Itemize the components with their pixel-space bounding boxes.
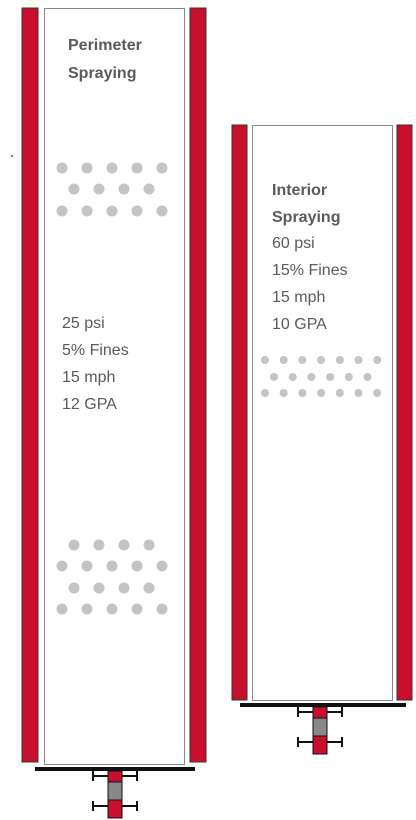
droplet xyxy=(298,389,306,397)
panel-title: Perimeter xyxy=(68,37,142,54)
droplet xyxy=(132,561,143,572)
boom-bar xyxy=(190,8,206,762)
droplet xyxy=(119,184,130,195)
panel-title: Spraying xyxy=(272,209,340,226)
droplet xyxy=(326,373,334,381)
droplet xyxy=(157,561,168,572)
spec: 15% Fines xyxy=(272,262,348,279)
droplet xyxy=(107,561,118,572)
droplet xyxy=(132,206,143,217)
droplet xyxy=(132,163,143,174)
droplet xyxy=(82,604,93,615)
spec: 25 psi xyxy=(62,315,105,332)
spec: 12 GPA xyxy=(62,396,117,413)
droplet xyxy=(144,184,155,195)
droplet xyxy=(107,206,118,217)
droplet xyxy=(94,184,105,195)
droplet xyxy=(82,561,93,572)
droplet xyxy=(261,356,269,364)
droplet xyxy=(280,389,288,397)
droplet xyxy=(69,540,80,551)
droplet xyxy=(57,604,68,615)
panel-title: Interior xyxy=(272,182,327,199)
droplet xyxy=(373,356,381,364)
droplet xyxy=(82,206,93,217)
spec: 10 GPA xyxy=(272,316,327,333)
tractor xyxy=(93,771,137,818)
droplet xyxy=(94,583,105,594)
droplet xyxy=(336,356,344,364)
droplet xyxy=(373,389,381,397)
axle xyxy=(35,767,195,771)
droplet xyxy=(289,373,297,381)
spray-area xyxy=(45,9,185,765)
droplet xyxy=(355,356,363,364)
spec: 15 mph xyxy=(272,289,325,306)
tractor xyxy=(298,707,342,754)
droplet xyxy=(57,561,68,572)
droplet xyxy=(57,163,68,174)
droplet xyxy=(317,356,325,364)
droplet xyxy=(119,540,130,551)
droplet xyxy=(355,389,363,397)
axle xyxy=(240,703,406,707)
droplet xyxy=(69,583,80,594)
droplet xyxy=(144,583,155,594)
spec: 15 mph xyxy=(62,369,115,386)
diagram: Perimeter Spraying 25 psi 5% Fines 15 mp… xyxy=(0,0,416,820)
droplet xyxy=(307,373,315,381)
panel-title: Spraying xyxy=(68,65,136,82)
droplet xyxy=(82,163,93,174)
droplet xyxy=(157,604,168,615)
droplet xyxy=(107,604,118,615)
perimeter-panel: Perimeter Spraying 25 psi 5% Fines 15 mp… xyxy=(22,8,206,818)
boom-bar xyxy=(22,8,38,762)
droplet xyxy=(336,389,344,397)
droplet xyxy=(157,206,168,217)
spec: 5% Fines xyxy=(62,342,129,359)
droplet xyxy=(132,604,143,615)
interior-panel: Interior Spraying 60 psi 15% Fines 15 mp… xyxy=(232,125,412,754)
droplet xyxy=(119,583,130,594)
boom-bar xyxy=(397,125,412,700)
droplet xyxy=(345,373,353,381)
droplet xyxy=(261,389,269,397)
droplet xyxy=(107,163,118,174)
droplet xyxy=(157,163,168,174)
droplet xyxy=(69,184,80,195)
droplet xyxy=(57,206,68,217)
droplet xyxy=(94,540,105,551)
speck xyxy=(11,155,13,157)
spec: 60 psi xyxy=(272,235,315,252)
droplet xyxy=(364,373,372,381)
droplet xyxy=(144,540,155,551)
droplet xyxy=(280,356,288,364)
droplet xyxy=(270,373,278,381)
droplet xyxy=(298,356,306,364)
boom-bar xyxy=(232,125,247,700)
droplet xyxy=(317,389,325,397)
